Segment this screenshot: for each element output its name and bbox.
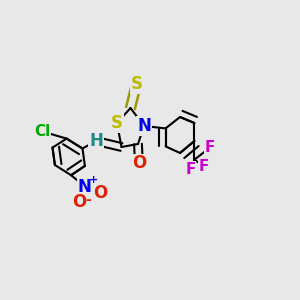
Text: F: F — [185, 162, 196, 177]
Text: F: F — [205, 140, 215, 155]
Text: Cl: Cl — [34, 124, 50, 139]
Text: +: + — [89, 175, 98, 185]
Text: O: O — [132, 154, 146, 172]
Text: -: - — [85, 193, 91, 207]
Text: F: F — [199, 159, 209, 174]
Text: H: H — [89, 132, 103, 150]
Text: N: N — [78, 178, 92, 196]
Text: S: S — [130, 75, 142, 93]
Text: O: O — [93, 184, 107, 202]
Text: N: N — [137, 117, 151, 135]
Text: S: S — [111, 114, 123, 132]
Text: O: O — [72, 193, 86, 211]
